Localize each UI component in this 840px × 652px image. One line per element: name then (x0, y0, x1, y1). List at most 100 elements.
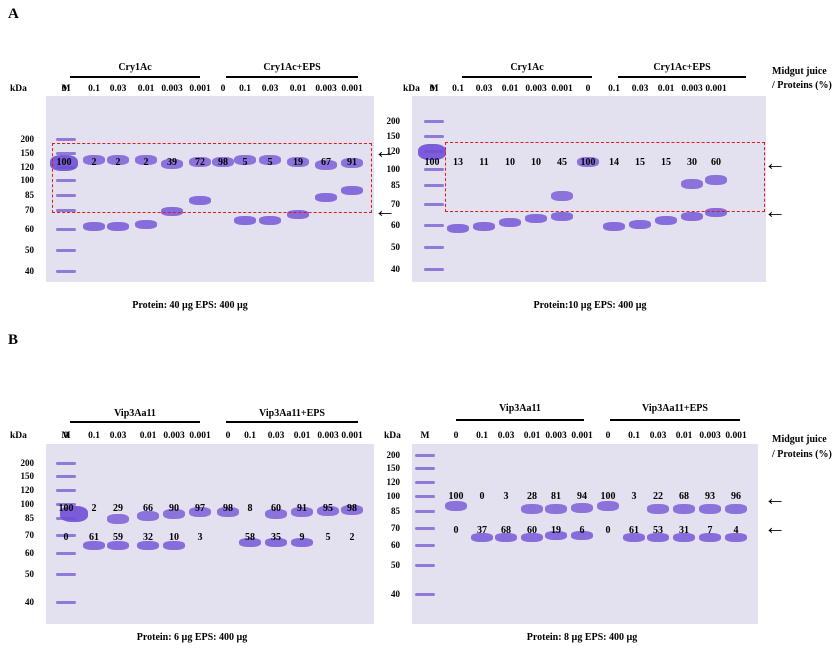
lane-label: 0.01 (501, 84, 519, 94)
group-label: Cry1Ac+EPS (263, 62, 321, 73)
band-percent-bottom: 53 (653, 525, 663, 536)
marker-label: M (420, 431, 430, 441)
protein-band (212, 157, 234, 167)
lane-label: 0 (429, 84, 435, 94)
band-percent-top: 100 (424, 157, 440, 168)
protein-band (673, 533, 695, 542)
ladder-band (424, 246, 444, 249)
lane-label: 0.003 (545, 431, 567, 441)
protein-band (647, 533, 669, 542)
protein-band (137, 541, 159, 550)
protein-band (705, 175, 727, 185)
ladder-band (415, 564, 435, 567)
band-percent-top: 100 (580, 157, 596, 168)
lane-label: 0.03 (109, 431, 127, 441)
band-percent-top: 29 (113, 503, 123, 514)
ladder-band (424, 168, 444, 171)
ladder-label: 120 (386, 146, 401, 156)
ladder-band (424, 135, 444, 138)
ladder-band (424, 120, 444, 123)
ladder-label: 150 (20, 148, 35, 158)
protein-band (551, 191, 573, 201)
band-percent-top: 15 (661, 157, 671, 168)
protein-band (647, 504, 669, 514)
midgut-label-b2: / Proteins (%) (772, 449, 832, 460)
band-percent-bottom: 32 (143, 532, 153, 543)
protein-band (418, 144, 446, 160)
protein-band (287, 157, 309, 167)
ladder-label: 100 (386, 491, 401, 501)
ladder-band (56, 475, 76, 478)
ladder-band (56, 489, 76, 492)
protein-band (521, 504, 543, 514)
ladder-band (56, 209, 76, 212)
ladder-label: 60 (25, 548, 34, 558)
band-percent-top: 15 (635, 157, 645, 168)
band-percent-bottom: 2 (349, 532, 355, 543)
band-percent-top: 5 (242, 157, 248, 168)
protein-band (545, 504, 567, 514)
group-bracket (456, 419, 584, 421)
protein-band (681, 212, 703, 221)
section-label-b: B (8, 332, 19, 348)
left-arrow-icon: ← (764, 150, 786, 175)
lane-label: 0.03 (109, 84, 127, 94)
lane-label: 0.01 (675, 431, 693, 441)
ladder-label: 70 (25, 205, 34, 215)
protein-band (239, 538, 261, 547)
gel-image (46, 96, 374, 282)
ladder-label: 100 (386, 164, 401, 174)
section-label-a: A (8, 6, 19, 22)
band-percent-top: 2 (143, 157, 149, 168)
band-percent-top: 98 (218, 157, 228, 168)
lane-label: 0 (61, 84, 67, 94)
lane-label: 0 (225, 431, 231, 441)
band-percent-top: 2 (115, 157, 121, 168)
band-percent-top: 90 (169, 503, 179, 514)
protein-band (163, 509, 185, 519)
ladder-label: 50 (25, 245, 34, 255)
left-arrow-icon: ← (764, 198, 786, 223)
band-percent-bottom: 10 (169, 532, 179, 543)
lane-label: 0.001 (551, 84, 573, 94)
band-percent-top: 100 (58, 503, 74, 514)
protein-band (217, 507, 239, 517)
lane-label: 0.1 (244, 431, 256, 441)
midgut-label-b1: Midgut juice (772, 434, 827, 445)
lane-label: 0.003 (315, 84, 337, 94)
ladder-label: 70 (391, 199, 400, 209)
lane-label: 0 (220, 84, 226, 94)
band-percent-bottom: 7 (707, 525, 713, 536)
ladder-band (415, 527, 435, 530)
group-label: Vip3Aa11 (499, 403, 541, 414)
band-percent-top: 100 (448, 491, 464, 502)
protein-band (699, 533, 721, 542)
protein-band (341, 186, 363, 195)
band-percent-top: 3 (503, 491, 509, 502)
lane-label: 0.01 (523, 431, 541, 441)
lane-label: 0.03 (261, 84, 279, 94)
lane-label: 0.03 (497, 431, 515, 441)
protein-band (447, 224, 469, 233)
lane-label: 0.003 (699, 431, 721, 441)
lane-label: 0.01 (657, 84, 675, 94)
lane-label: 0.001 (341, 431, 363, 441)
left-arrow-icon: ← (374, 197, 396, 222)
band-percent-top: 8 (247, 503, 253, 514)
ladder-band (415, 510, 435, 513)
band-percent-bottom: 19 (551, 525, 561, 536)
band-percent-bottom: 5 (325, 532, 331, 543)
band-percent-bottom: 6 (579, 525, 585, 536)
lane-label: 0.003 (525, 84, 547, 94)
ladder-label: 40 (25, 597, 34, 607)
ladder-label: 120 (386, 477, 401, 487)
lane-label: 0.03 (649, 431, 667, 441)
band-percent-top: 100 (600, 491, 616, 502)
group-label: Cry1Ac (118, 62, 152, 73)
protein-band (699, 504, 721, 514)
band-percent-bottom: 9 (299, 532, 305, 543)
lane-label: 0.1 (452, 84, 464, 94)
left-arrow-icon: ← (764, 514, 786, 539)
marker-label: M (61, 84, 71, 94)
left-arrow-icon: ← (374, 138, 396, 163)
